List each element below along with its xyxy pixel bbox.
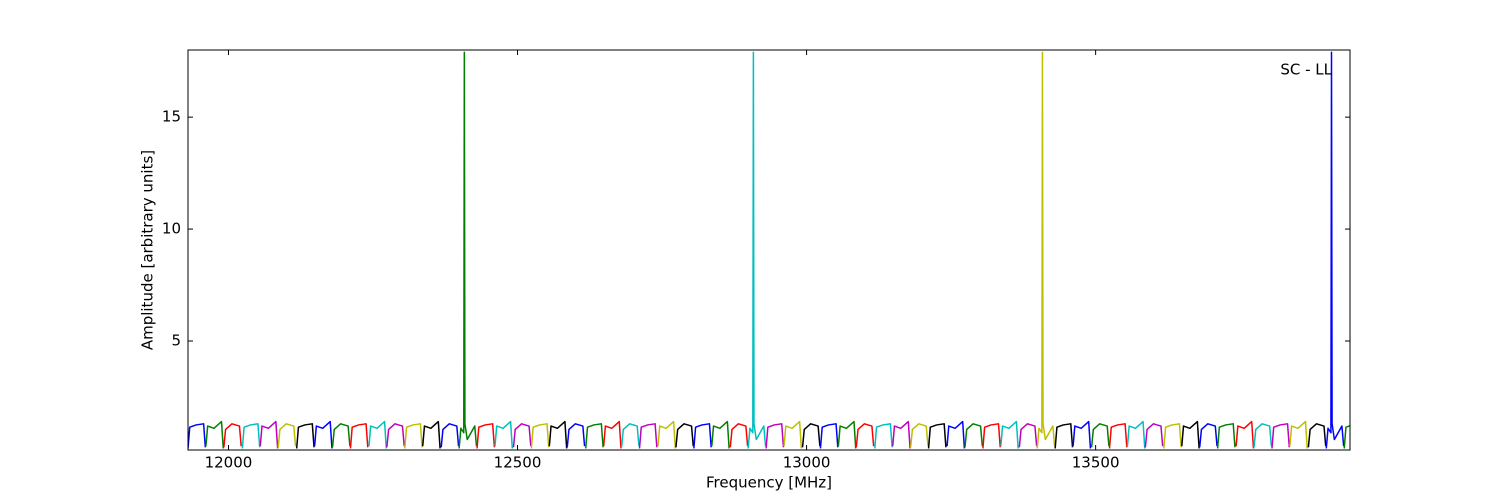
series-line — [747, 51, 767, 449]
series-line — [548, 420, 568, 449]
series-line — [584, 423, 604, 449]
series-line — [331, 423, 351, 448]
series-line — [675, 423, 695, 448]
series-line — [1235, 420, 1255, 449]
series-line — [188, 423, 207, 449]
y-axis-label: Amplitude [arbitrary units] — [139, 150, 157, 350]
plot-lines — [188, 51, 1350, 449]
series-line — [765, 423, 785, 449]
series-line — [440, 423, 460, 448]
series-line — [386, 423, 405, 448]
series-line — [927, 423, 947, 449]
series-line — [1271, 423, 1291, 449]
series-line — [874, 423, 893, 449]
series-line — [1036, 51, 1056, 449]
series-line — [729, 423, 749, 448]
series-line — [241, 423, 261, 449]
y-tick-label: 15 — [162, 108, 181, 126]
annotation: SC - LL — [1280, 61, 1332, 79]
series-line — [349, 423, 369, 449]
series-line — [1198, 423, 1218, 448]
series-line — [801, 423, 821, 448]
series-line — [1325, 51, 1345, 449]
series-line — [819, 423, 839, 449]
x-tick-label: 12500 — [494, 454, 542, 472]
series-line — [1072, 420, 1092, 449]
series-line — [1108, 423, 1128, 449]
series-line — [259, 420, 279, 449]
plot-frame — [187, 49, 1351, 451]
series-line — [1000, 420, 1019, 449]
series-line — [783, 420, 803, 449]
series-line — [512, 423, 532, 448]
x-tick-label: 13000 — [783, 454, 831, 472]
series-line — [1144, 423, 1164, 448]
series-line — [476, 423, 496, 449]
series-line — [1090, 423, 1110, 448]
series-line — [1307, 423, 1327, 448]
x-tick-label: 13500 — [1072, 454, 1120, 472]
series-line — [891, 420, 911, 449]
series-line — [458, 51, 478, 449]
series-line — [421, 420, 441, 449]
series-line — [909, 423, 929, 448]
series-line — [223, 423, 242, 448]
series-line — [295, 423, 315, 449]
series-line — [1253, 423, 1273, 448]
series-line — [1126, 420, 1146, 449]
series-line — [277, 423, 297, 448]
series-line — [404, 423, 423, 449]
y-tick-label: 5 — [171, 331, 181, 349]
series-line — [1343, 424, 1350, 449]
series-line — [566, 423, 586, 448]
series-line — [620, 423, 640, 448]
series-line — [1181, 420, 1200, 449]
y-tick-label: 10 — [162, 220, 181, 238]
series-line — [837, 420, 857, 449]
series-line — [205, 420, 225, 449]
series-line — [602, 420, 622, 449]
x-tick-label: 12000 — [205, 454, 253, 472]
series-line — [1216, 423, 1236, 449]
series-line — [982, 423, 1001, 449]
series-line — [693, 423, 712, 449]
series-line — [638, 423, 658, 449]
series-line — [1054, 423, 1074, 449]
series-line — [313, 420, 333, 449]
series-line — [1289, 420, 1308, 449]
series-line — [711, 420, 730, 449]
series-line — [368, 420, 388, 449]
series-line — [855, 423, 875, 448]
series-line — [964, 423, 984, 448]
series-line — [494, 420, 514, 449]
series-line — [530, 423, 550, 449]
x-axis-label: Frequency [MHz] — [706, 474, 832, 492]
series-line — [1018, 423, 1038, 448]
series-line — [1163, 423, 1182, 449]
series-line — [657, 420, 677, 449]
series-line — [946, 420, 966, 449]
